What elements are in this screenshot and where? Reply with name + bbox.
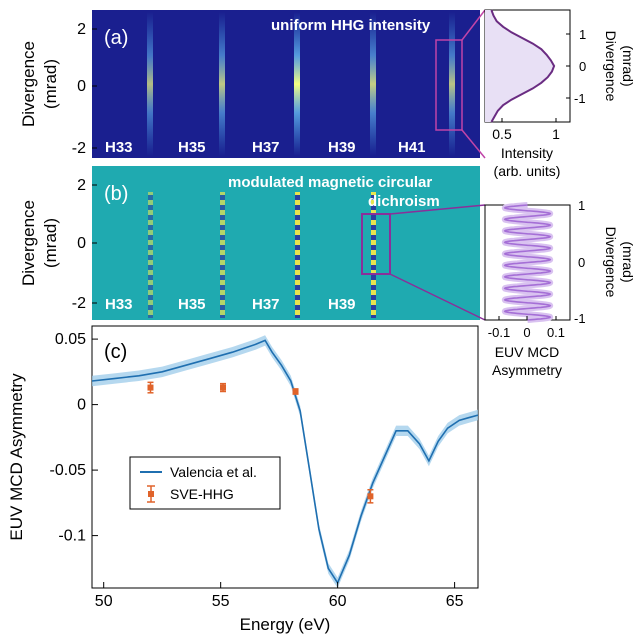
panel-b-ytick-0: 0 [77,235,86,252]
harmonic-line-a [449,12,455,156]
panel-a-ylabel-1: Divergence [19,41,38,127]
panel-a-ytick-2: 2 [77,21,86,38]
y-axis-ticks-c: 0.05 0 -0.05 -0.1 [50,331,98,545]
highlight-box-a [435,39,463,131]
mcd-line-b [220,192,225,318]
panel-a-profile: 0.5 1 Intensity (arb. units) 1 0 -1 Dive… [484,9,633,179]
harmonic-label-a: H41 [398,139,426,156]
panel-a: (a) uniform HHG intensity H33 H35 H37 H39 H4… [19,10,480,158]
harmonic-line-a [294,12,300,156]
a-profile-xtick-05: 0.5 [492,126,512,142]
b-profile-ytick-1: 1 [578,198,585,213]
panel-b-note-1: modulated magnetic circular [228,174,432,191]
x-tick-label-c: 65 [446,593,464,610]
x-axis-ticks-c: 50 55 60 65 [95,582,464,610]
legend-sve-label: SVE-HHG [170,486,234,502]
panel-b-profile: -0.1 0 0.1 EUV MCD Asymmetry 1 0 -1 Dive… [484,198,633,378]
a-profile-xlabel-1: Intensity [501,145,553,161]
harmonic-labels-b: H33 H35 H37 H39 [105,296,356,313]
harmonic-label-a: H37 [252,139,280,156]
sve-hhg-point [367,489,374,504]
mcd-profile-line [503,204,552,321]
intensity-profile-fill [485,10,555,122]
panel-c-tag: (c) [104,341,127,363]
panel-b-tag: (b) [104,183,128,205]
mcd-lines-b [148,192,376,318]
valencia-line [91,339,479,585]
harmonic-label-a: H39 [328,139,356,156]
b-profile-ylabel-1: Divergence [603,227,619,298]
b-profile-ylabel-2: (mrad) [620,241,633,282]
a-profile-ylabel-2: (mrad) [620,45,633,86]
panel-c: 50 55 60 65 0.050-0.05-0.1 (c) Energy (eV) … [7,325,479,634]
y-tick-label-c: 0 [77,397,86,414]
panel-b-note-2: dichroism [368,193,440,210]
panel-a-note: uniform HHG intensity [271,17,431,34]
legend-c: Valencia et al. SVE-HHG [129,456,281,510]
legend-valencia-label: Valencia et al. [170,464,257,480]
panel-a-tag: (a) [104,27,128,49]
panel-c-ylabel: EUV MCD Asymmetry [7,373,26,541]
harmonic-label-a: H33 [105,139,133,156]
panel-b: (b) modulated magnetic circular dichrois… [19,166,480,320]
a-profile-ytick-1: 1 [579,27,586,42]
b-profile-xtick-01: 0.1 [547,325,565,340]
panel-c-xlabel: Energy (eV) [240,615,331,634]
panel-b-ytick-2: 2 [77,177,86,194]
a-profile-ylabel-1: Divergence [603,31,619,102]
a-profile-xlabel-2: (arb. units) [494,163,561,179]
b-profile-ytick-neg1: -1 [574,311,586,326]
x-tick-label-c: 50 [95,593,113,610]
harmonic-label-b: H39 [328,296,356,313]
panel-b-ylabel-2: (mrad) [41,218,60,268]
panel-b-ylabel-1: Divergence [19,200,38,286]
zoom-connector-b-bottom [389,273,486,321]
harmonic-line-a [147,12,153,156]
y-tick-label-c: -0.05 [50,462,87,479]
zoom-connector-b-top [389,204,486,215]
y-tick-label-c: 0.05 [55,331,86,348]
panel-a-ylabel-2: (mrad) [41,59,60,109]
highlight-box-b [361,213,391,275]
legend-sve-swatch [147,485,155,503]
b-profile-xlabel-1: EUV MCD [495,344,560,360]
sve-hhg-point [292,388,299,395]
intensity-profile-line [490,9,556,123]
mcd-line-b [295,192,300,318]
zoom-connector-a-top [461,9,486,41]
b-profile-xlabel-2: Asymmetry [492,362,562,378]
x-tick-label-c: 55 [212,593,230,610]
harmonic-line-a [370,12,376,156]
sve-hhg-points [147,381,374,504]
panel-b-ytick-neg2: -2 [72,295,86,312]
harmonic-labels-a: H33 H35 H37 H39 H41 [105,139,426,156]
x-tick-label-c: 60 [329,593,347,610]
harmonic-label-a: H35 [178,139,206,156]
b-profile-ytick-0: 0 [578,255,585,270]
mcd-line-b [148,192,153,318]
sve-hhg-point [147,381,154,394]
harmonic-label-b: H33 [105,296,133,313]
harmonic-label-b: H37 [252,296,280,313]
a-profile-ytick-neg1: -1 [574,91,586,106]
a-profile-xtick-1: 1 [552,126,560,142]
zoom-connector-a-bottom [461,129,486,159]
harmonic-label-b: H35 [178,296,206,313]
mcd-line-b [371,192,376,318]
mcd-image-b [92,166,480,320]
panel-a-ytick-0: 0 [77,78,86,95]
panel-a-ytick-neg2: -2 [72,140,86,157]
legend-box [129,456,281,510]
b-profile-xtick-0: 0 [523,325,530,340]
a-profile-ytick-0: 0 [579,59,586,74]
y-tick-label-c: -0.1 [58,528,86,545]
spectrum-image-a [92,10,480,158]
sve-hhg-point [220,382,227,393]
harmonic-lines-a [147,12,455,156]
harmonic-line-a [219,12,225,156]
b-profile-xtick-neg01: -0.1 [488,325,510,340]
